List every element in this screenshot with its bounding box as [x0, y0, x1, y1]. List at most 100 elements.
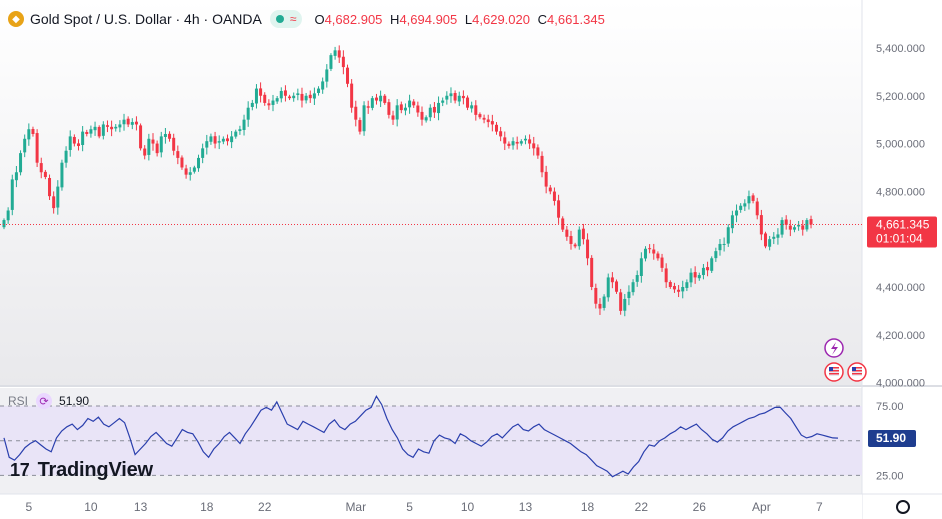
candle-body: [523, 138, 527, 141]
candle-body: [105, 125, 109, 127]
y-tick-label: 4,800.000: [876, 186, 925, 198]
candle-body: [370, 98, 374, 108]
candle-body: [548, 187, 552, 192]
candle-body: [536, 147, 540, 156]
countdown-label: 01:01:04: [876, 232, 923, 246]
rsi-tick-label: 75.00: [876, 401, 904, 413]
rsi-tick-label: 25.00: [876, 470, 904, 482]
y-tick-label: 5,200.000: [876, 91, 925, 103]
candle-body: [23, 138, 27, 153]
candle-body: [722, 243, 726, 245]
candle-body: [718, 243, 722, 251]
candle-body: [374, 97, 378, 101]
market-status-pill[interactable]: ≈: [269, 10, 303, 28]
candle-body: [586, 239, 590, 259]
candle-body: [764, 233, 768, 247]
flag-stripe: [852, 367, 862, 369]
high-label: H: [390, 11, 400, 27]
candle-body: [114, 126, 118, 129]
candle-body: [792, 227, 796, 230]
candle-body: [747, 196, 751, 204]
candle-body: [250, 102, 254, 107]
candle-body: [528, 139, 532, 144]
candle-body: [751, 195, 755, 201]
x-tick-label: 10: [84, 500, 98, 514]
candle-body: [184, 168, 188, 175]
candle-body: [56, 186, 60, 208]
candle-body: [246, 107, 250, 120]
candle-body: [31, 129, 35, 135]
flag-stripe: [829, 367, 839, 369]
x-tick-label: 13: [134, 500, 148, 514]
candle-body: [101, 124, 105, 136]
candle-body: [271, 100, 275, 105]
candle-body: [234, 131, 238, 137]
candle-body: [118, 124, 122, 128]
open-label: O: [314, 11, 325, 27]
candle-body: [366, 106, 370, 108]
candle-body: [205, 141, 209, 148]
candle-body: [776, 234, 780, 238]
candle-body: [292, 95, 296, 99]
tradingview-logo[interactable]: 17 TradingView: [10, 459, 153, 482]
candle-body: [362, 105, 366, 132]
candle-body: [689, 272, 693, 283]
rsi-settings-icon[interactable]: ⟳: [36, 393, 53, 409]
flag-canton: [852, 367, 856, 371]
candle-body: [68, 136, 72, 150]
candle-body: [466, 97, 470, 108]
candle-body: [685, 282, 689, 288]
candle-body: [693, 272, 697, 278]
candle-body: [457, 95, 461, 102]
flag-stripe: [852, 373, 862, 375]
y-tick-label: 4,200.000: [876, 330, 925, 342]
candle-body: [81, 131, 85, 146]
low-label: L: [464, 11, 473, 27]
candle-body: [772, 236, 776, 239]
candle-body: [652, 249, 656, 254]
candle-body: [565, 229, 569, 237]
candle-body: [681, 286, 685, 292]
candle-body: [759, 215, 763, 235]
candle-body: [304, 95, 308, 101]
candle-body: [151, 139, 155, 144]
candle-body: [225, 138, 229, 142]
candle-body: [168, 133, 172, 139]
candle-body: [130, 122, 134, 125]
symbol-title[interactable]: Gold Spot / U.S. Dollar · 4h · OANDA: [30, 11, 262, 27]
candle-body: [635, 275, 639, 282]
candle-body: [606, 277, 610, 298]
last-price-label: 4,661.345: [876, 218, 930, 232]
candle-body: [573, 244, 577, 247]
candle-body: [35, 133, 39, 163]
candle-body: [122, 119, 126, 125]
candle-body: [494, 124, 498, 132]
candle-body: [176, 151, 180, 158]
candle-body: [627, 291, 631, 298]
candle-body: [710, 258, 714, 271]
candle-body: [594, 287, 598, 304]
candle-body: [453, 92, 457, 101]
candle-body: [615, 281, 619, 292]
candle-body: [755, 201, 759, 216]
candle-body: [27, 129, 31, 140]
candle-body: [788, 225, 792, 230]
candle-body: [197, 157, 201, 169]
candle-body: [714, 251, 718, 259]
candle-body: [97, 127, 101, 137]
candle-body: [275, 98, 279, 102]
rsi-label[interactable]: RSI: [8, 394, 29, 408]
low-value: 4,629.020: [472, 11, 530, 27]
rsi-value-tag: [868, 430, 916, 448]
candle-body: [201, 148, 205, 158]
candle-body: [159, 136, 163, 153]
gear-icon[interactable]: [896, 500, 910, 514]
candle-body: [735, 210, 739, 216]
candle-body: [668, 282, 672, 287]
candle-body: [664, 268, 668, 283]
candle-body: [147, 138, 151, 155]
rsi-value: 51.90: [59, 394, 90, 408]
candle-body: [242, 119, 246, 130]
candle-body: [10, 179, 14, 210]
